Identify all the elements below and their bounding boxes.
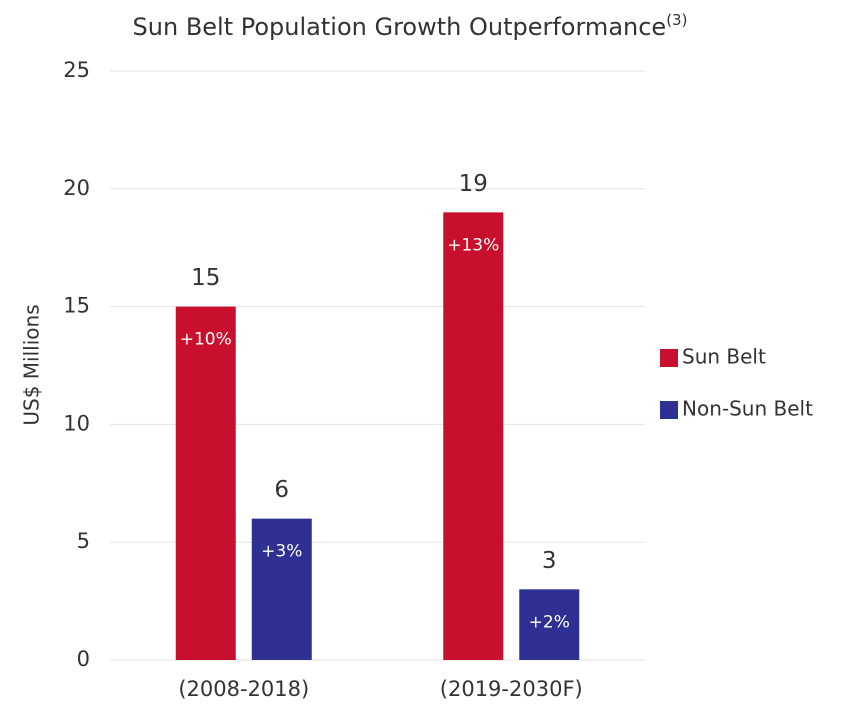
legend-label: Non-Sun Belt (682, 397, 813, 421)
bar (519, 589, 580, 660)
bar (175, 306, 236, 660)
y-tick-label: 0 (77, 647, 90, 671)
value-label: 15 (191, 265, 220, 291)
growth-label: +13% (447, 235, 499, 255)
y-tick-label: 10 (63, 411, 90, 435)
x-tick-label: (2019-2030F) (440, 677, 583, 701)
legend-label: Sun Belt (682, 345, 766, 369)
title-text: Sun Belt Population Growth Outperformanc… (133, 13, 667, 41)
value-label: 19 (459, 171, 488, 197)
y-tick-label: 5 (77, 529, 90, 553)
y-tick-label: 25 (63, 58, 90, 82)
growth-label: +3% (261, 542, 302, 562)
title-note: (3) (666, 11, 687, 29)
bar (251, 518, 312, 660)
growth-label: +2% (529, 612, 570, 632)
value-label: 6 (274, 477, 289, 503)
legend-swatch (660, 349, 678, 367)
chart-title: Sun Belt Population Growth Outperformanc… (133, 11, 688, 42)
x-tick-label: (2008-2018) (178, 677, 309, 701)
bar (443, 212, 504, 661)
legend-swatch (660, 401, 678, 419)
y-tick-label: 15 (63, 294, 90, 318)
growth-label: +10% (180, 330, 232, 350)
value-label: 3 (542, 548, 557, 574)
y-axis-label: US$ Millions (20, 304, 44, 425)
y-tick-label: 20 (63, 176, 90, 200)
